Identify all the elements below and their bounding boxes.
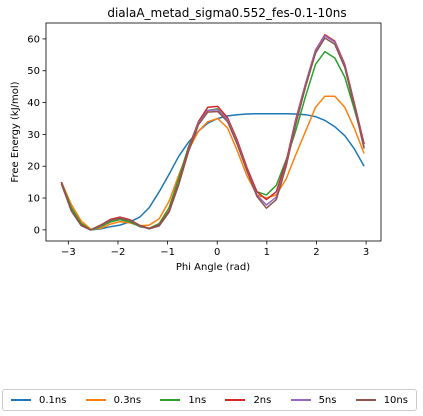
legend-entry-0.3ns: 0.3ns: [85, 394, 142, 406]
legend-swatch: [225, 399, 246, 401]
x-tick-label: −2: [111, 247, 126, 258]
x-tick-label: 1: [264, 247, 270, 258]
series-line-5ns: [60, 34, 365, 231]
series-line-1ns: [60, 50, 365, 231]
y-tick-label: 40: [27, 98, 40, 109]
series-line-2ns: [60, 34, 365, 231]
legend-entry-2ns: 2ns: [225, 395, 271, 406]
legend-label: 0.3ns: [113, 394, 142, 406]
legend-swatch: [11, 399, 31, 401]
x-axis: −3 −2 −1 0 1 2 3: [61, 241, 369, 258]
legend-entry-0.1ns: 0.1ns: [11, 395, 66, 406]
y-tick-label: 30: [27, 130, 40, 141]
y-tick-label: 50: [27, 66, 40, 77]
chart-title: dialaA_metad_sigma0.552_fes-0.1-10ns: [107, 6, 346, 20]
plot-frame: [45, 22, 382, 242]
series-line-0.3ns: [60, 95, 365, 230]
legend-label: 2ns: [253, 394, 272, 406]
y-axis-label: Free Energy (kJ/mol): [10, 81, 21, 182]
legend-label: 10ns: [383, 394, 408, 406]
y-axis: 0 10 20 30 40 50 60: [27, 34, 46, 236]
legend-entry-5ns: 5ns: [290, 394, 337, 406]
y-tick-label: 60: [27, 34, 40, 45]
legend-label: 5ns: [318, 394, 337, 406]
legend-swatch: [290, 399, 311, 401]
y-tick-label: 0: [34, 225, 40, 236]
legend-label: 1ns: [188, 394, 207, 406]
legend-swatch: [85, 399, 106, 401]
legend-entry-10ns: 10ns: [355, 394, 408, 406]
series-line-10ns: [60, 37, 365, 231]
series-lines: [60, 34, 365, 231]
x-tick-label: 2: [313, 247, 319, 258]
x-tick-label: 0: [214, 247, 220, 258]
legend-entry-1ns: 1ns: [160, 395, 206, 406]
legend: 0.1ns 0.3ns 1ns 2ns 5ns 10ns: [2, 389, 417, 411]
x-tick-label: −3: [61, 247, 76, 258]
x-tick-label: −1: [160, 247, 175, 258]
series-line-0.1ns: [60, 112, 365, 231]
legend-swatch: [160, 399, 181, 401]
legend-label: 0.1ns: [39, 394, 67, 406]
y-tick-label: 10: [27, 194, 40, 205]
legend-swatch: [355, 399, 376, 401]
x-tick-label: 3: [363, 247, 369, 258]
x-axis-label: Phi Angle (rad): [176, 262, 250, 273]
y-tick-label: 20: [27, 162, 40, 173]
